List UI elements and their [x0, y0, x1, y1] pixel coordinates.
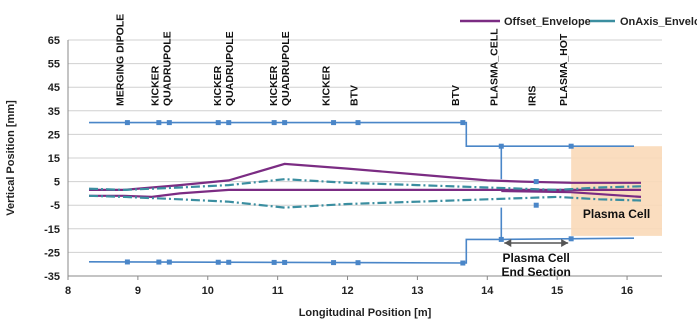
x-tick-label: 15 [551, 285, 563, 297]
end-section-arrowhead-left [504, 238, 512, 247]
element-label: KICKER [149, 65, 161, 106]
element-label: KICKER [321, 65, 333, 106]
element-label: KICKER [268, 65, 280, 106]
element-label: PLASMA_HOT [558, 33, 570, 106]
aperture-marker-lower [282, 259, 288, 265]
aperture-marker-upper [282, 120, 288, 126]
aperture-marker-upper [460, 120, 466, 126]
element-label: QUADRUPOLE [224, 31, 236, 106]
y-tick-label: -25 [44, 247, 60, 259]
aperture-marker-lower [355, 260, 361, 266]
aperture-marker-lower [460, 260, 466, 266]
y-tick-label: 25 [48, 129, 60, 141]
x-tick-label: 8 [65, 285, 71, 297]
aperture-marker-upper [498, 143, 504, 149]
aperture-marker-upper [568, 143, 574, 149]
aperture-marker-upper [215, 120, 221, 126]
y-tick-label: 45 [48, 82, 60, 94]
plasma-cell-label: Plasma Cell [583, 207, 650, 221]
aperture-upper [89, 121, 634, 147]
offset-envelope-inner [501, 189, 642, 198]
element-label: QUADRUPOLE [161, 31, 173, 106]
legend-offset-label: Offset_Envelope [504, 16, 591, 28]
element-labels: MERGING DIPOLE KICKER QUADRUPOLE KICKER QUAD… [114, 14, 570, 106]
y-tick-label: 15 [48, 153, 60, 165]
aperture-marker-upper [331, 120, 337, 126]
x-tick-label: 14 [481, 285, 494, 297]
aperture-marker-lower [226, 259, 232, 265]
aperture-marker-mid [533, 202, 539, 208]
end-section-arrowhead-right [561, 238, 569, 247]
legend-onaxis-label: OnAxis_Envelope [620, 16, 697, 28]
aperture-marker-upper [355, 120, 361, 126]
aperture-marker-mid [533, 179, 539, 185]
aperture-marker-lower [156, 259, 162, 265]
element-label: QUADRUPOLE [280, 31, 292, 106]
aperture-marker-upper [271, 120, 277, 126]
x-tick-label: 10 [202, 285, 214, 297]
y-axis-title: Vertical Position [mm] [5, 100, 17, 216]
x-tick-label: 12 [341, 285, 353, 297]
y-tick-label: 35 [48, 106, 60, 118]
aperture-marker-upper [124, 120, 130, 126]
element-label: PLASMA_CELL [488, 28, 500, 106]
y-tick-label: -5 [50, 200, 60, 212]
aperture-marker-lower [271, 259, 277, 265]
aperture-marker-upper [166, 120, 172, 126]
end-section-label-line1: Plasma Cell [503, 251, 570, 265]
axes: 65 55 45 35 25 15 5 -5 -15 -25 -35 8 9 10 11 12 13 14 15 16 [44, 35, 662, 297]
aperture-marker-lower [331, 260, 337, 266]
x-tick-label: 9 [135, 285, 141, 297]
aperture-marker-upper [156, 120, 162, 126]
element-label: IRIS [527, 86, 539, 106]
aperture-lines [88, 121, 635, 264]
aperture-marker-lower [124, 259, 130, 265]
legend: Offset_Envelope OnAxis_Envelope [460, 16, 697, 28]
plasma-cell-region: Plasma Cell [571, 146, 662, 236]
x-axis-title: Longitudinal Position [m] [299, 307, 432, 319]
element-label: MERGING DIPOLE [114, 14, 126, 106]
y-tick-label: -15 [44, 224, 60, 236]
y-tick-label: 65 [48, 35, 60, 47]
y-tick-label: -35 [44, 271, 60, 283]
onaxis-envelope-upper [88, 178, 642, 192]
onaxis-envelope-lower [88, 194, 642, 209]
plasma-cell-box [571, 146, 662, 236]
element-label: BTV [349, 85, 361, 106]
series-lines [88, 162, 642, 209]
offset-envelope-lower [89, 162, 641, 191]
aperture-lower [88, 237, 635, 264]
aperture-markers [124, 120, 574, 266]
aperture-marker-lower [166, 259, 172, 265]
aperture-marker-upper [226, 120, 232, 126]
x-tick-label: 13 [411, 285, 423, 297]
aperture-marker-lower [215, 259, 221, 265]
element-label: KICKER [212, 65, 224, 106]
element-label: BTV [450, 85, 462, 106]
y-tick-label: 55 [48, 59, 60, 71]
end-section-label-line2: End Section [502, 265, 571, 279]
aperture-marker-lower [498, 236, 504, 242]
aperture-marker-lower [568, 236, 574, 242]
x-tick-label: 16 [621, 285, 633, 297]
x-tick-label: 11 [272, 285, 284, 297]
y-tick-label: 5 [54, 177, 60, 189]
